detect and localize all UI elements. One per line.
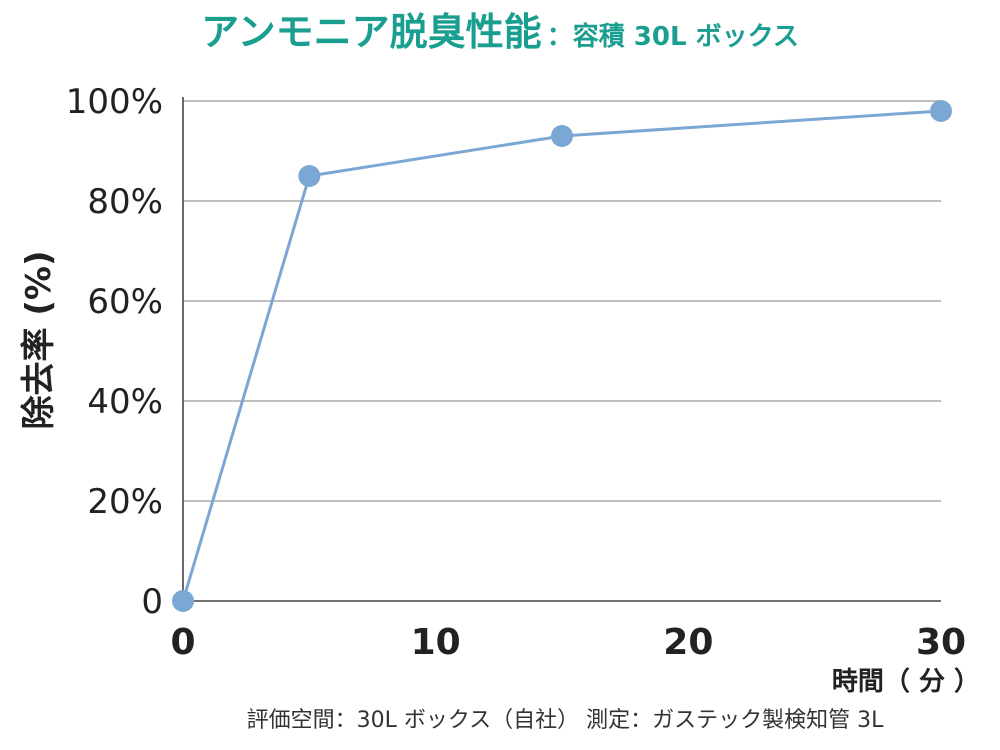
y-tick-label-80: 80% xyxy=(87,182,163,222)
x-tick-label-0: 0 xyxy=(170,622,195,663)
data-point-30 xyxy=(930,100,952,122)
y-axis-label: 除去率 (%) xyxy=(19,251,59,430)
evaluation-footnote: 評価空間：30L ボックス（自社） 測定：ガステック製検知管 3L xyxy=(247,708,885,733)
data-point-15 xyxy=(551,125,573,147)
x-axis-label: 時間（ 分 ） xyxy=(832,667,980,697)
chart-title: アンモニア脱臭性能 xyxy=(201,10,541,54)
y-tick-labels: 0 20% 40% 60% 80% 100% xyxy=(66,82,163,622)
chart-subtitle: ：容積 30L ボックス xyxy=(547,21,799,52)
x-tick-label-20: 20 xyxy=(663,622,713,663)
chart-title-group: アンモニア脱臭性能 ：容積 30L ボックス xyxy=(201,10,799,54)
x-tick-label-10: 10 xyxy=(411,622,461,663)
y-tick-label-60: 60% xyxy=(87,282,163,322)
data-point-0 xyxy=(172,590,194,612)
x-tick-label-30: 30 xyxy=(916,622,966,663)
y-tick-label-40: 40% xyxy=(87,382,163,422)
series-line-0 xyxy=(181,109,942,602)
x-tick-labels: 0 10 20 30 xyxy=(170,622,966,663)
y-tick-label-20: 20% xyxy=(87,482,163,522)
data-series xyxy=(172,100,952,612)
y-tick-label-0: 0 xyxy=(141,582,163,622)
axes xyxy=(182,97,941,602)
data-point-5 xyxy=(298,165,321,187)
y-tick-label-100: 100% xyxy=(66,82,163,122)
gridlines xyxy=(183,100,941,502)
